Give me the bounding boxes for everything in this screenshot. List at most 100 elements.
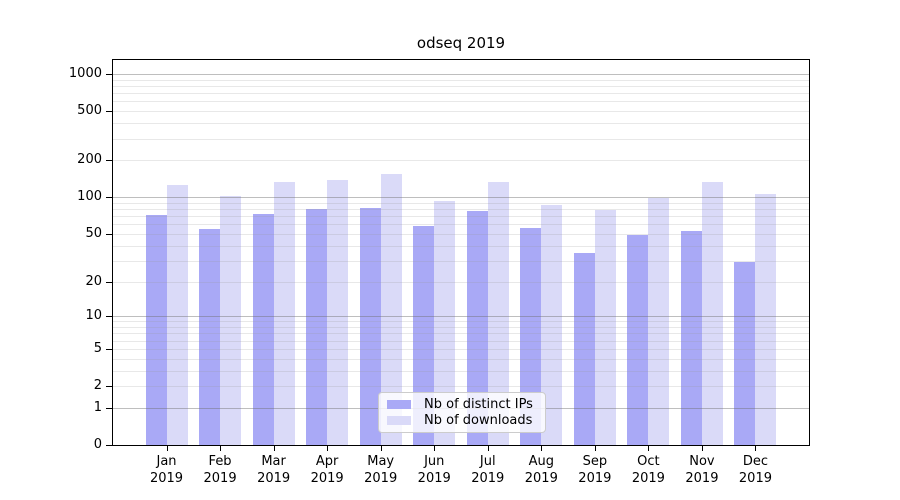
bar-downloads-oct bbox=[648, 198, 670, 445]
x-tick-year: 2019 bbox=[364, 471, 398, 486]
bar-distinct-ips-aug bbox=[520, 227, 542, 445]
x-tick-label: Jun 2019 bbox=[402, 453, 466, 487]
x-tick bbox=[327, 446, 329, 451]
minor-gridline bbox=[113, 93, 809, 95]
legend-item-downloads: Nb of downloads bbox=[387, 413, 537, 428]
bar-distinct-ips-feb bbox=[199, 228, 221, 445]
x-tick-month: Aug bbox=[528, 454, 554, 469]
bar-distinct-ips-sep bbox=[573, 252, 595, 445]
x-tick-year: 2019 bbox=[203, 471, 237, 486]
minor-gridline bbox=[113, 111, 809, 113]
x-tick-label: Sep 2019 bbox=[563, 453, 627, 487]
minor-gridline bbox=[113, 79, 809, 81]
x-tick-label: Dec 2019 bbox=[723, 453, 787, 487]
legend-item-distinct-ips: Nb of distinct IPs bbox=[387, 397, 537, 412]
x-tick-month: Jun bbox=[424, 454, 445, 469]
legend-swatch-downloads-icon bbox=[387, 416, 411, 426]
y-tick bbox=[106, 197, 112, 199]
grid-layer bbox=[113, 60, 809, 445]
x-tick bbox=[220, 446, 222, 451]
x-tick-label: Mar 2019 bbox=[242, 453, 306, 487]
legend-label-downloads: Nb of downloads bbox=[424, 413, 533, 429]
x-tick-month: Sep bbox=[582, 454, 608, 469]
minor-gridline bbox=[113, 209, 809, 211]
minor-gridline bbox=[113, 245, 809, 247]
minor-gridline bbox=[113, 321, 809, 323]
major-gridline bbox=[113, 197, 809, 199]
x-tick-month: May bbox=[367, 454, 395, 469]
x-tick-label: Jul 2019 bbox=[456, 453, 520, 487]
x-tick bbox=[755, 446, 757, 451]
plot-area bbox=[112, 59, 810, 446]
x-tick bbox=[166, 446, 168, 451]
y-tick bbox=[106, 386, 112, 388]
minor-gridline bbox=[113, 333, 809, 335]
bar-downloads-may bbox=[380, 174, 402, 445]
minor-gridline bbox=[113, 233, 809, 235]
x-tick-year: 2019 bbox=[257, 471, 291, 486]
x-tick bbox=[487, 446, 489, 451]
minor-gridline bbox=[113, 340, 809, 342]
bar-downloads-aug bbox=[541, 205, 563, 445]
major-gridline bbox=[113, 316, 809, 318]
x-tick-year: 2019 bbox=[524, 471, 558, 486]
y-tick bbox=[106, 111, 112, 113]
bar-distinct-ips-oct bbox=[627, 234, 649, 445]
bars-layer bbox=[113, 60, 809, 445]
x-tick-label: Apr 2019 bbox=[295, 453, 359, 487]
x-tick-month: Dec bbox=[742, 454, 769, 469]
x-tick-month: Feb bbox=[208, 454, 232, 469]
bar-distinct-ips-apr bbox=[306, 209, 328, 445]
x-tick-year: 2019 bbox=[149, 471, 184, 486]
chart-title: odseq 2019 bbox=[416, 34, 506, 52]
minor-gridline bbox=[113, 386, 809, 388]
minor-gridline bbox=[113, 348, 809, 350]
legend: Nb of distinct IPs Nb of downloads bbox=[378, 392, 546, 433]
y-tick bbox=[106, 233, 112, 235]
y-tick bbox=[106, 407, 112, 409]
x-tick-label: Oct 2019 bbox=[616, 453, 680, 487]
y-tick bbox=[106, 348, 112, 350]
y-tick bbox=[106, 445, 112, 446]
minor-gridline bbox=[113, 86, 809, 88]
bar-downloads-sep bbox=[594, 209, 616, 445]
x-tick-month: Mar bbox=[261, 454, 286, 469]
y-tick-label: 10 bbox=[85, 308, 102, 324]
bar-downloads-jan bbox=[166, 185, 188, 445]
x-tick-label: Aug 2019 bbox=[509, 453, 573, 487]
bar-distinct-ips-jan bbox=[145, 214, 167, 445]
x-tick bbox=[594, 446, 596, 451]
minor-gridline bbox=[113, 138, 809, 140]
legend-label-distinct-ips: Nb of distinct IPs bbox=[424, 396, 533, 412]
y-tick-label: 2 bbox=[93, 378, 102, 394]
minor-gridline bbox=[113, 281, 809, 283]
y-tick-label: 1000 bbox=[68, 66, 102, 82]
minor-gridline bbox=[113, 358, 809, 360]
x-tick-label: Feb 2019 bbox=[188, 453, 252, 487]
bar-downloads-feb bbox=[220, 195, 242, 445]
bar-distinct-ips-nov bbox=[680, 230, 702, 445]
bar-downloads-nov bbox=[701, 181, 723, 445]
y-tick bbox=[106, 160, 112, 162]
bar-distinct-ips-may bbox=[359, 207, 381, 445]
x-tick-year: 2019 bbox=[738, 471, 772, 486]
minor-gridline bbox=[113, 260, 809, 262]
minor-gridline bbox=[113, 327, 809, 329]
x-tick-label: Jan 2019 bbox=[135, 453, 199, 487]
x-tick-month: Oct bbox=[637, 454, 660, 469]
x-tick bbox=[541, 446, 543, 451]
y-tick-label: 5 bbox=[93, 340, 102, 356]
y-tick-label: 20 bbox=[85, 273, 102, 289]
y-tick-label: 0 bbox=[93, 437, 102, 452]
bar-downloads-jun bbox=[434, 200, 456, 445]
minor-gridline bbox=[113, 202, 809, 204]
bar-downloads-jul bbox=[487, 181, 509, 445]
x-tick-label: May 2019 bbox=[349, 453, 413, 487]
x-tick-month: Apr bbox=[315, 454, 339, 469]
x-tick-year: 2019 bbox=[685, 471, 719, 486]
x-tick-year: 2019 bbox=[417, 471, 451, 486]
x-tick-year: 2019 bbox=[310, 471, 344, 486]
y-tick-label: 200 bbox=[77, 152, 102, 168]
y-tick-label: 100 bbox=[77, 189, 102, 205]
